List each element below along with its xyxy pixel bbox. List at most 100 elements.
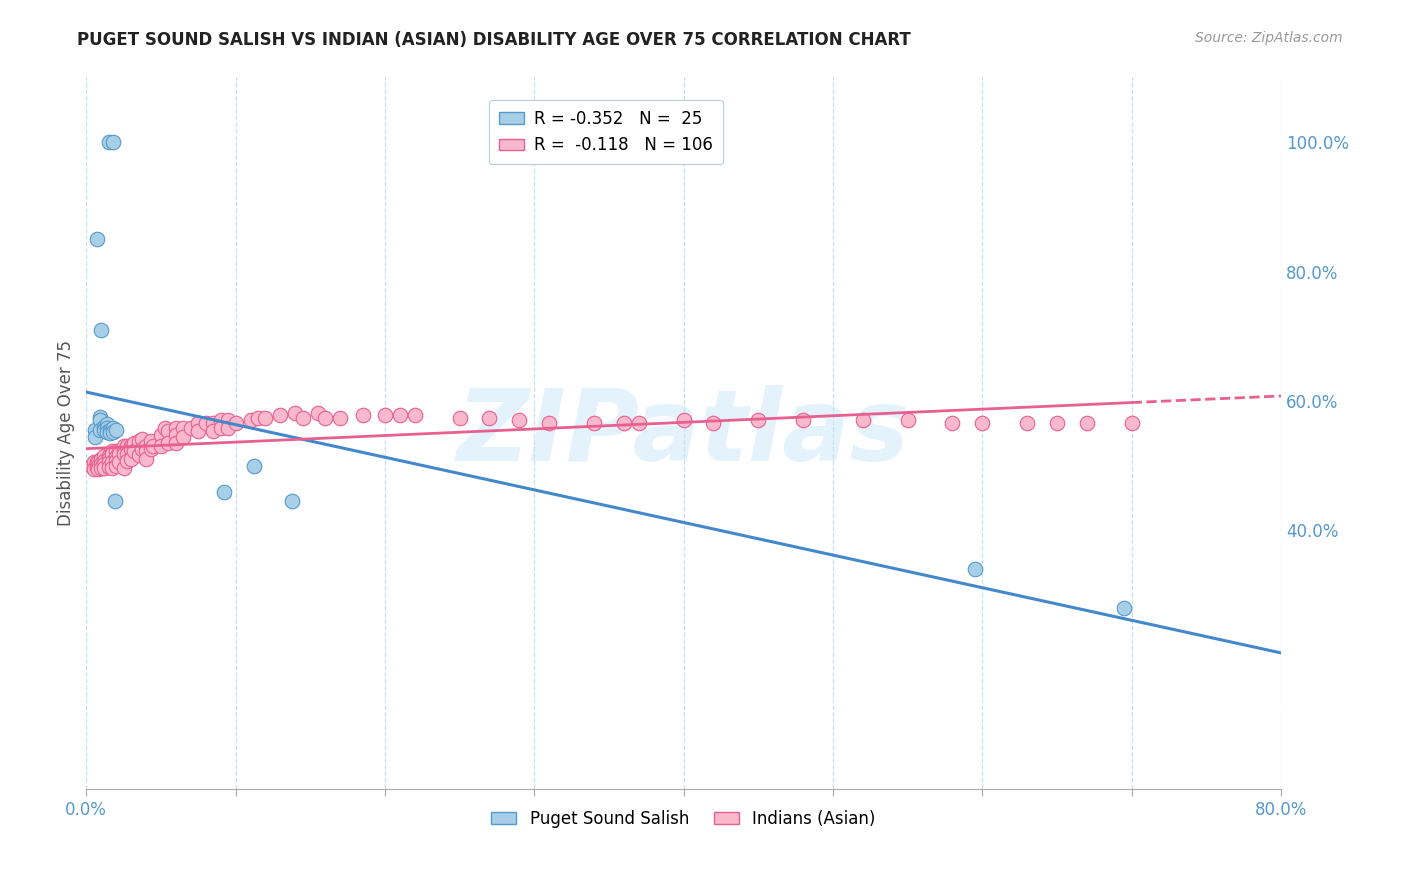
Point [1114,601,1136,615]
Point [963,562,986,576]
Point [108,444,131,458]
Point [139,434,162,449]
Legend: Puget Sound Salish, Indians (Asian): Puget Sound Salish, Indians (Asian) [485,803,883,834]
Point [105,458,128,473]
Point [508,413,530,427]
Point [97,455,120,469]
Point [404,408,426,422]
Point [1017,416,1039,430]
Point [217,421,239,435]
Point [97,460,120,475]
Point [281,494,304,508]
Point [97,449,120,463]
Point [128,434,150,449]
Point [86,455,108,469]
Point [239,413,262,427]
Point [131,442,153,456]
Text: ZIPatlas: ZIPatlas [457,384,910,482]
Point [90,323,112,337]
Point [112,439,135,453]
Point [329,410,352,425]
Point [86,232,108,246]
Point [84,429,107,443]
Point [104,494,127,508]
Point [897,413,920,427]
Point [149,427,172,442]
Point [83,462,105,476]
Point [165,427,187,442]
Point [284,406,307,420]
Point [209,421,232,435]
Point [108,455,131,469]
Point [225,416,247,430]
Point [97,452,120,467]
Point [101,421,124,435]
Point [672,413,695,427]
Point [96,417,118,431]
Point [613,416,636,430]
Point [209,413,232,427]
Point [120,439,142,453]
Point [87,462,110,476]
Point [352,408,374,422]
Point [112,461,135,475]
Point [792,413,814,427]
Point [135,444,157,458]
Point [90,461,112,475]
Point [157,436,180,450]
Point [105,453,128,467]
Point [1121,416,1143,430]
Text: PUGET SOUND SALISH VS INDIAN (ASIAN) DISABILITY AGE OVER 75 CORRELATION CHART: PUGET SOUND SALISH VS INDIAN (ASIAN) DIS… [77,31,911,49]
Point [538,416,561,430]
Point [93,454,115,468]
Point [98,426,121,441]
Point [254,410,277,425]
Point [449,410,471,425]
Point [155,421,177,435]
Point [89,413,111,427]
Point [941,416,963,430]
Point [478,410,501,425]
Point [100,461,122,475]
Point [115,439,138,453]
Point [269,408,291,422]
Point [120,442,142,456]
Point [702,416,724,430]
Point [90,452,112,467]
Point [115,447,138,461]
Point [314,410,336,425]
Point [105,444,128,458]
Point [374,408,396,422]
Point [108,447,131,461]
Point [135,439,157,453]
Point [852,413,875,427]
Point [1076,416,1098,430]
Point [105,450,128,465]
Point [149,439,172,453]
Point [96,425,118,439]
Point [388,408,411,422]
Point [93,420,115,434]
Point [87,455,110,469]
Point [100,444,122,458]
Point [582,416,605,430]
Point [97,449,120,463]
Point [101,135,124,149]
Point [972,416,994,430]
Point [202,416,225,430]
Point [217,413,239,427]
Point [627,416,650,430]
Point [187,425,209,439]
Point [98,423,121,437]
Point [187,416,209,430]
Point [122,436,145,450]
Point [96,421,118,435]
Point [194,416,217,430]
Point [93,423,115,437]
Point [747,413,769,427]
Point [115,454,138,468]
Point [100,455,122,469]
Point [87,458,110,473]
Point [291,410,314,425]
Point [135,452,157,467]
